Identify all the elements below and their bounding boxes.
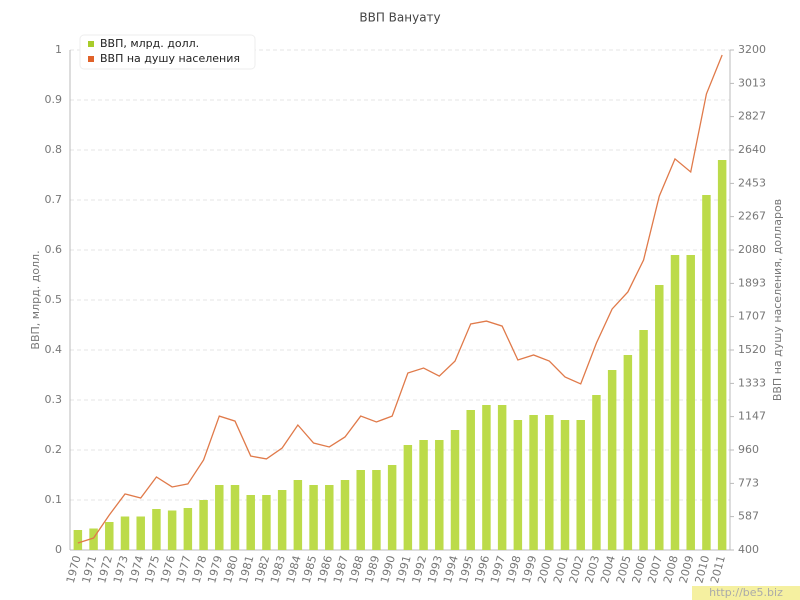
bar — [246, 495, 255, 550]
bar — [592, 395, 601, 550]
y2-tick-label: 3200 — [738, 43, 766, 56]
bar — [482, 405, 491, 550]
bar — [325, 485, 334, 550]
y2-tick-label: 1893 — [738, 276, 766, 289]
y-tick-label: 0.3 — [45, 393, 63, 406]
bar — [545, 415, 554, 550]
y-tick-label: 0.9 — [45, 93, 63, 106]
legend-swatch — [88, 41, 94, 47]
bar — [309, 485, 318, 550]
bar — [655, 285, 664, 550]
bar — [435, 440, 444, 550]
bar — [623, 355, 633, 550]
y2-axis-label: ВВП на душу населения, долларов — [771, 199, 784, 401]
legend-label: ВВП, млрд. долл. — [100, 37, 199, 50]
bar — [167, 510, 177, 550]
y2-tick-label: 400 — [738, 543, 759, 556]
bar — [152, 509, 161, 550]
y2-tick-label: 1147 — [738, 410, 766, 423]
bar — [529, 415, 538, 550]
y-axis-label: ВВП, млрд. долл. — [29, 250, 42, 349]
chart-title: ВВП Вануату — [359, 11, 440, 25]
bar — [560, 420, 570, 550]
legend-swatch — [88, 56, 94, 62]
y2-tick-label: 2080 — [738, 243, 766, 256]
bar — [717, 160, 727, 550]
watermark: http://be5.biz — [709, 586, 783, 599]
bar — [120, 516, 130, 550]
y-tick-label: 0.2 — [45, 443, 63, 456]
bar — [199, 500, 208, 550]
bar — [702, 195, 711, 550]
bar — [387, 465, 397, 550]
bar — [513, 420, 523, 550]
bar — [450, 430, 460, 550]
y-tick-label: 1 — [55, 43, 62, 56]
y2-tick-label: 587 — [738, 510, 759, 523]
bar — [262, 495, 271, 550]
y-tick-label: 0.1 — [45, 493, 63, 506]
bar — [356, 470, 365, 550]
y-tick-label: 0 — [55, 543, 62, 556]
y2-tick-label: 2453 — [738, 176, 766, 189]
y2-tick-label: 960 — [738, 443, 759, 456]
bar — [670, 255, 680, 550]
y2-tick-label: 1333 — [738, 376, 766, 389]
bar — [403, 445, 413, 550]
bar — [576, 420, 585, 550]
bar — [277, 490, 287, 550]
line — [77, 54, 723, 544]
bar — [340, 480, 350, 550]
bar — [293, 480, 303, 550]
y2-tick-label: 2827 — [738, 110, 766, 123]
y2-tick-label: 773 — [738, 476, 759, 489]
y2-tick-label: 1707 — [738, 310, 766, 323]
y2-tick-label: 3013 — [738, 76, 766, 89]
bar — [73, 530, 83, 550]
y-tick-label: 0.6 — [45, 243, 63, 256]
bar — [136, 516, 145, 550]
watermark-box — [692, 586, 800, 600]
y-tick-label: 0.5 — [45, 293, 63, 306]
legend-label: ВВП на душу населения — [100, 52, 240, 65]
bar — [230, 485, 240, 550]
bar — [607, 370, 617, 550]
bar — [466, 410, 475, 550]
legend-box — [79, 34, 256, 70]
y-tick-label: 0.4 — [45, 343, 63, 356]
bar — [89, 528, 98, 550]
bar — [372, 470, 381, 550]
y2-tick-label: 2267 — [738, 210, 766, 223]
bar — [105, 522, 114, 550]
y-tick-label: 0.7 — [45, 193, 63, 206]
y-tick-label: 0.8 — [45, 143, 63, 156]
bar — [639, 330, 648, 550]
bar — [497, 405, 507, 550]
y2-tick-label: 2640 — [738, 143, 766, 156]
bar — [419, 440, 428, 550]
bar — [183, 508, 193, 550]
y2-tick-label: 1520 — [738, 343, 766, 356]
bar — [686, 255, 695, 550]
bar — [215, 485, 224, 550]
